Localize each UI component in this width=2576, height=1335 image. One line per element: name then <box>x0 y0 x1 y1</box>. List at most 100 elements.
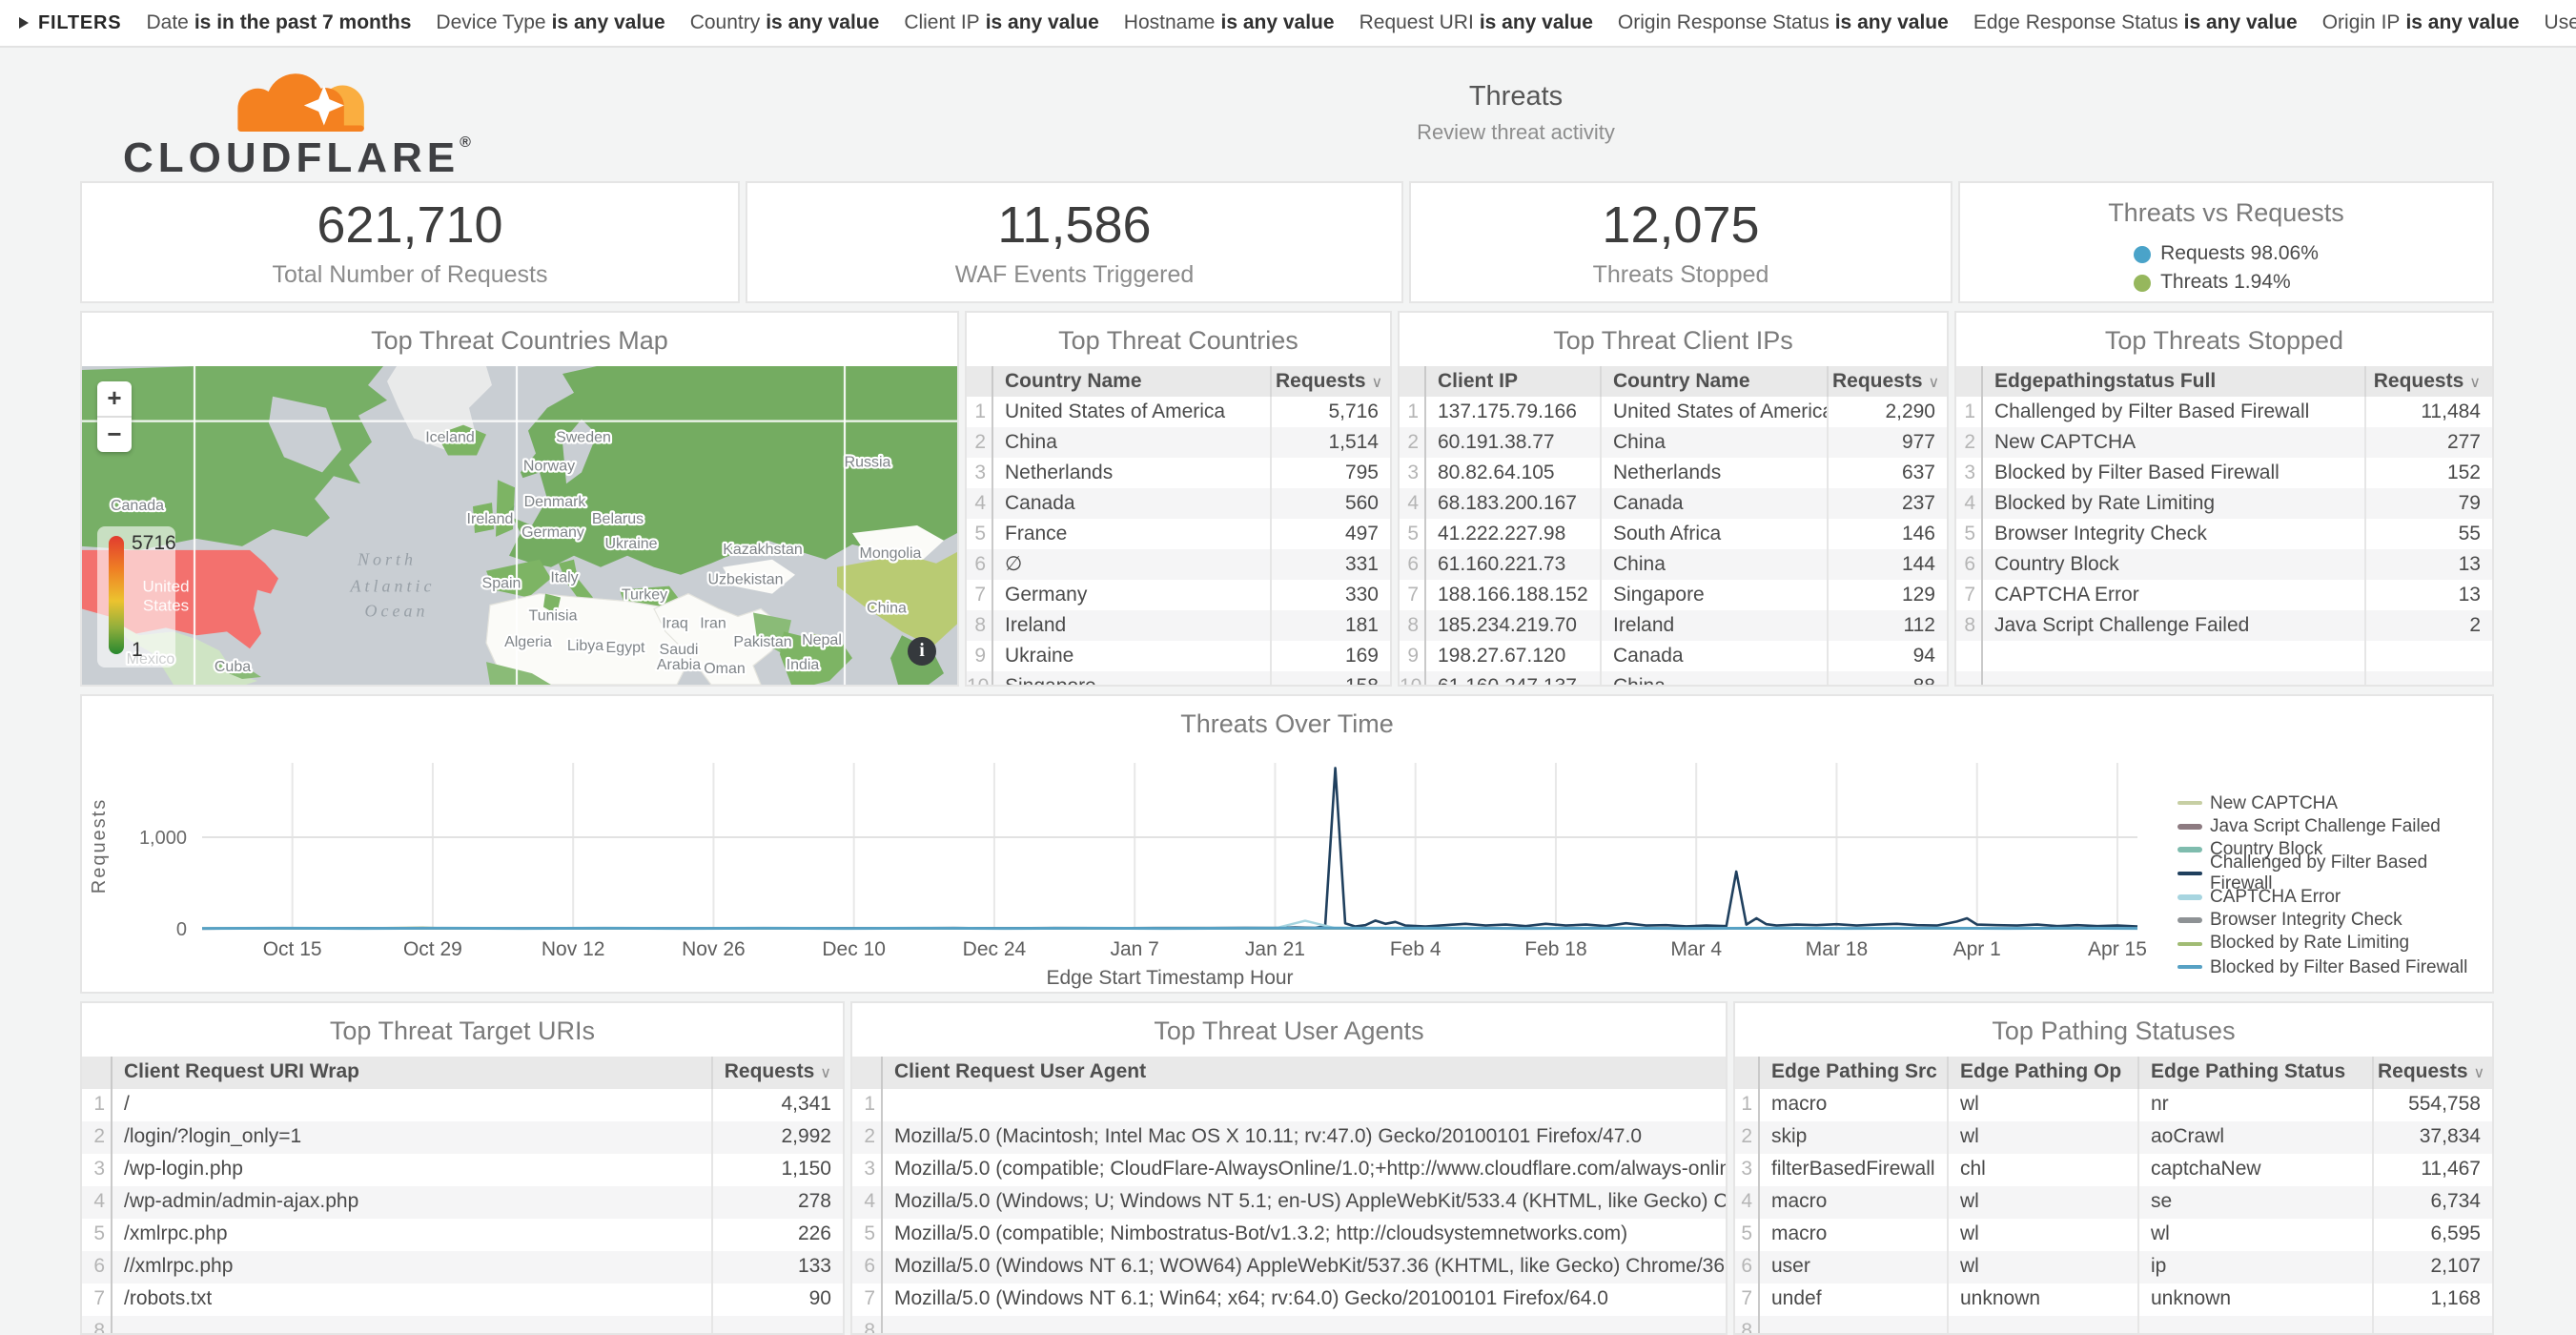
filter-item-hostname[interactable]: Hostname is any value <box>1123 11 1335 34</box>
chart-legend-item[interactable]: CAPTCHA Error <box>2177 885 2492 909</box>
column-header-requests[interactable]: Requests ∨ <box>1276 370 1383 393</box>
filter-item-date[interactable]: Date is in the past 7 months <box>146 11 412 34</box>
table-cell <box>1983 671 2366 685</box>
legend-item[interactable]: Threats 1.94% <box>2134 269 2319 298</box>
table-cell: 158 <box>1272 671 1390 685</box>
map-info-icon[interactable]: i <box>908 637 936 666</box>
table-cell: 181 <box>1344 614 1379 637</box>
column-header-requests[interactable]: Requests ∨ <box>1832 370 1940 393</box>
index-column-header <box>1735 1057 1760 1089</box>
filter-item-origin-ip[interactable]: Origin IP is any value <box>2321 11 2520 34</box>
legend-label: CAPTCHA Error <box>2210 886 2341 908</box>
table-cell: ip <box>2139 1251 2374 1284</box>
column-header-requests[interactable]: Requests ∨ <box>2378 1060 2485 1083</box>
row-index: 8 <box>1956 610 1983 641</box>
filter-item-country[interactable]: Country is any value <box>689 11 880 34</box>
top-threats-stopped-table: Edgepathingstatus Full Requests ∨ 1 Challeng… <box>1956 366 2492 685</box>
chart-legend-item[interactable]: Blocked by Rate Limiting <box>2177 933 2492 956</box>
sort-chevron-icon: ∨ <box>1371 374 1383 391</box>
map-label: China <box>867 600 907 616</box>
table-row: 3/wp-login.php 1,150 <box>82 1154 843 1186</box>
filter-item-edge-response-status[interactable]: Edge Response Status is any value <box>1973 11 2298 34</box>
table-cell: 152 <box>2446 462 2481 484</box>
row-index: 3 <box>852 1154 883 1186</box>
table-cell: chl <box>1949 1154 2139 1186</box>
table-cell: 11,484 <box>2421 400 2481 423</box>
legend-label: Java Script Challenge Failed <box>2210 815 2441 837</box>
column-header-edge-pathing-src: Edge Pathing Src <box>1760 1057 1949 1089</box>
stat-label: Total Number of Requests <box>272 261 548 288</box>
chart-legend-item[interactable]: Browser Integrity Check <box>2177 909 2492 933</box>
map-label: Uzbekistan <box>707 572 783 588</box>
table-row: 2 China 1,514 <box>967 427 1390 458</box>
table-row: 1 137.175.79.166 United States of America 2… <box>1400 397 1947 427</box>
row-index <box>1956 671 1983 685</box>
top-threats-stopped-panel: Top Threats Stopped Edgepathingstatus Fu… <box>1954 311 2494 687</box>
filter-item-request-uri[interactable]: Request URI is any value <box>1359 11 1593 34</box>
row-index: 10 <box>1400 671 1426 685</box>
legend-dot-icon <box>2134 246 2152 263</box>
world-map[interactable]: CanadaUnitedStatesMexicoCubaIcelandSwede… <box>82 366 957 685</box>
filter-item-client-ip[interactable]: Client IP is any value <box>904 11 1099 34</box>
map-scale-min: 1 <box>132 639 143 662</box>
map-scale-max: 5716 <box>132 532 176 555</box>
table-cell: 11,467 <box>2421 1158 2481 1181</box>
svg-text:Oct 29: Oct 29 <box>403 938 462 960</box>
svg-text:Feb 4: Feb 4 <box>1390 938 1441 960</box>
chart-legend: New CAPTCHA Java Script Challenge Failed C… <box>2177 791 2492 979</box>
row-index: 4 <box>1735 1186 1760 1219</box>
table-row: 8 Java Script Challenge Failed 2 <box>1956 610 2492 641</box>
legend-label: Country Block <box>2210 839 2323 861</box>
table-row: 2 60.191.38.77 China 977 <box>1400 427 1947 458</box>
legend-item[interactable]: Requests 98.06% <box>2134 240 2319 269</box>
table-row: 9 Ukraine 169 <box>967 641 1390 671</box>
table-cell: 79 <box>2458 492 2481 515</box>
row-index: 7 <box>1400 580 1426 610</box>
index-column-header <box>82 1057 112 1089</box>
legend-swatch-icon <box>2177 871 2202 876</box>
table-row: 1 Challenged by Filter Based Firewall 11,4… <box>1956 397 2492 427</box>
row-index: 1 <box>1735 1089 1760 1121</box>
map-zoom-out-button[interactable]: − <box>107 420 122 448</box>
filter-item-origin-response-status[interactable]: Origin Response Status is any value <box>1617 11 1949 34</box>
table-cell: 6,734 <box>2430 1190 2481 1213</box>
page-subtitle: Review threat activity <box>1417 122 1615 145</box>
chart-legend-item[interactable]: New CAPTCHA <box>2177 791 2492 815</box>
legend-dot-icon <box>2134 275 2152 292</box>
map-label: Cuba <box>215 659 251 675</box>
table-cell: 4,341 <box>781 1093 831 1116</box>
chart-legend-item[interactable]: Country Block <box>2177 838 2492 862</box>
row-index: 5 <box>1400 519 1426 549</box>
map-label: Turkey <box>622 587 667 604</box>
table-cell <box>2366 671 2492 685</box>
row-index: 2 <box>1956 427 1983 458</box>
filter-item-device-type[interactable]: Device Type is any value <box>436 11 665 34</box>
table-cell: 6,595 <box>2430 1222 2481 1245</box>
row-index: 3 <box>1735 1154 1760 1186</box>
svg-text:Nov 12: Nov 12 <box>542 938 605 960</box>
column-header-requests[interactable]: Requests ∨ <box>2373 370 2481 393</box>
table-row: 3 Mozilla/5.0 (compatible; CloudFlare-Alw… <box>852 1154 1726 1186</box>
filters-button[interactable]: FILTERS <box>19 12 121 33</box>
table-cell: 198.27.67.120 <box>1426 641 1602 671</box>
chart-legend-item[interactable]: Challenged by Filter Based Firewall <box>2177 852 2492 894</box>
table-row: 7/robots.txt 90 <box>82 1284 843 1316</box>
table-cell: 146 <box>1901 523 1935 545</box>
table-cell: United States of America <box>1602 397 1829 427</box>
chart-legend-item[interactable]: Blocked by Filter Based Firewall <box>2177 955 2492 979</box>
legend-swatch-icon <box>2177 824 2202 830</box>
table-cell: 1,168 <box>2430 1287 2481 1310</box>
column-header-requests[interactable]: Requests ∨ <box>724 1060 831 1083</box>
top-threat-countries-table: Country Name Requests ∨ 1 United States of A… <box>967 366 1390 685</box>
table-row: 3 filterBasedFirewall chl captchaNew 11,467 <box>1735 1154 2492 1186</box>
row-index: 4 <box>82 1186 112 1219</box>
filter-item-user-agent[interactable]: User Agentis any value <box>2544 11 2576 34</box>
chart-legend-item[interactable]: Java Script Challenge Failed <box>2177 815 2492 839</box>
row-index: 2 <box>1735 1121 1760 1154</box>
row-index <box>1956 641 1983 671</box>
map-zoom-in-button[interactable]: + <box>97 381 132 418</box>
panel-title: Top Threat Target URIs <box>329 1017 596 1045</box>
table-cell: filterBasedFirewall <box>1760 1154 1949 1186</box>
panel-title: Top Threat User Agents <box>1154 1017 1424 1045</box>
table-cell: 60.191.38.77 <box>1426 427 1602 458</box>
